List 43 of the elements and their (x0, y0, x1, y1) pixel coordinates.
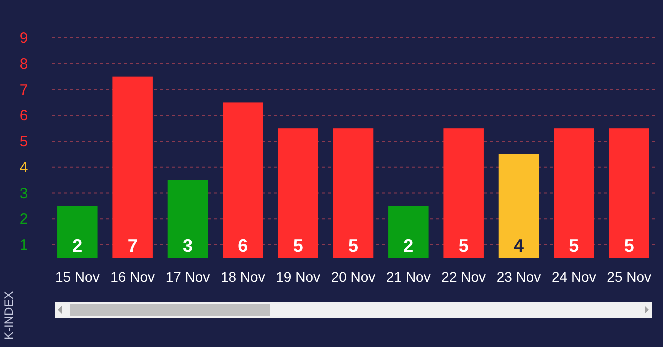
y-tick-label: 9 (20, 30, 28, 47)
bar (333, 128, 374, 258)
data-label: 2 (72, 236, 83, 256)
bar (223, 102, 264, 258)
y-tick-label: 6 (20, 108, 28, 125)
data-label: 5 (293, 236, 304, 256)
y-tick-label: 5 (20, 134, 28, 151)
bar (388, 206, 429, 258)
x-tick-label: 16 Nov (110, 269, 156, 285)
bar (554, 128, 594, 258)
x-tick-label: 15 Nov (55, 269, 100, 285)
x-tick-label: 24 Nov (552, 269, 596, 285)
y-tick-label: 8 (20, 56, 28, 73)
data-label: 5 (458, 236, 469, 256)
y-axis-title: K-INDEX (2, 291, 16, 340)
bar (112, 76, 153, 258)
x-tick-label: 21 Nov (386, 269, 431, 285)
y-tick-label: 3 (20, 185, 28, 202)
x-tick-label: 17 Nov (166, 269, 210, 285)
bar (609, 128, 650, 258)
data-label: 7 (128, 236, 138, 256)
y-tick-label: 7 (20, 82, 28, 99)
data-label: 5 (624, 236, 634, 256)
bar (168, 180, 208, 258)
x-tick-label: 22 Nov (442, 269, 486, 285)
x-tick-label: 20 Nov (331, 269, 376, 285)
x-tick-label: 19 Nov (276, 269, 321, 285)
bar (444, 128, 484, 258)
data-label: 5 (569, 236, 580, 256)
data-label: 3 (182, 236, 193, 256)
data-label: 2 (404, 236, 414, 256)
x-tick-label: 18 Nov (220, 269, 266, 285)
x-tick-label: 23 Nov (496, 269, 542, 285)
bar (498, 154, 540, 258)
data-label: 4 (514, 236, 524, 256)
y-tick-label: 4 (20, 159, 28, 176)
bar (278, 128, 318, 258)
bar (58, 206, 98, 258)
y-tick-label: 2 (20, 211, 28, 228)
data-label: 6 (238, 236, 248, 256)
data-label: 5 (348, 236, 359, 256)
y-tick-label: 1 (20, 237, 28, 254)
x-tick-label: 25 Nov (607, 269, 652, 285)
